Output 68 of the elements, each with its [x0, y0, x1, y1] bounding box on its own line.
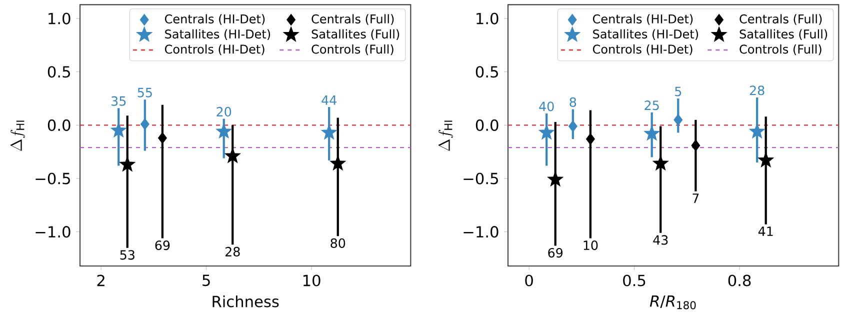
point — [140, 118, 150, 130]
y-tick-label: −1.0 — [36, 226, 70, 238]
point — [758, 152, 774, 168]
annotation: 8 — [570, 97, 576, 107]
annotation: 40 — [539, 102, 554, 112]
annotation: 43 — [653, 235, 668, 245]
annotation: 28 — [750, 86, 764, 96]
point — [586, 133, 595, 145]
annotation: 41 — [758, 226, 773, 236]
annotation: 20 — [216, 106, 232, 117]
y-tick-label: 1.0 — [476, 12, 498, 24]
x-tick-label: 0.8 — [728, 274, 751, 286]
legend-label: Satallites (Full) — [740, 29, 828, 40]
y-tick-label: 1.0 — [48, 12, 70, 24]
legend-label: Centrals (Full) — [312, 14, 394, 25]
legend-label: Controls (HI-Det) — [592, 44, 692, 56]
x-axis-title: Richness — [212, 295, 279, 308]
legend-label: Controls (Full) — [740, 44, 822, 56]
annotation: 10 — [584, 240, 598, 250]
point — [321, 124, 337, 140]
y-tick-label: −0.5 — [464, 172, 498, 184]
annotation: 69 — [548, 248, 563, 258]
y-tick-label: 0.0 — [476, 119, 498, 131]
point — [538, 124, 554, 140]
y-axis-title: $\Delta f_{\mathrm{HI}}$ — [10, 120, 26, 151]
annotation: 44 — [322, 96, 336, 105]
point — [691, 140, 700, 152]
legend-label: Controls (Full) — [312, 44, 394, 56]
point — [568, 120, 578, 132]
annotation: 80 — [330, 238, 346, 248]
point — [158, 132, 167, 144]
legend-label: Satallites (HI-Det) — [165, 29, 270, 40]
point — [749, 123, 765, 138]
annotation: 35 — [112, 96, 126, 106]
legend-label: Centrals (HI-Det) — [592, 14, 693, 25]
x-tick-label: 5 — [202, 274, 210, 286]
annotation: 28 — [225, 246, 240, 257]
x-axis-title: R/R$_{180}$ — [650, 295, 696, 310]
point — [330, 155, 346, 170]
y-tick-label: 0.5 — [476, 66, 498, 78]
point — [644, 125, 660, 140]
y-tick-label: 0.0 — [48, 119, 70, 131]
annotation: 55 — [138, 88, 152, 98]
legend-label: Controls (HI-Det) — [164, 44, 264, 56]
y-axis-title: $\Delta f_{\mathrm{HI}}$ — [438, 120, 454, 151]
annotation: 25 — [644, 100, 659, 110]
legend-label: Satallites (HI-Det) — [593, 29, 698, 40]
annotation: 7 — [692, 194, 699, 203]
annotation: 5 — [675, 86, 682, 96]
annotation: 53 — [120, 250, 134, 260]
point — [547, 171, 564, 186]
y-tick-label: 0.5 — [48, 66, 70, 78]
x-tick-label: 0.5 — [623, 274, 646, 286]
legend-label: Centrals (HI-Det) — [164, 14, 265, 25]
point — [110, 122, 126, 138]
legend-label: Satallites (Full) — [312, 29, 400, 40]
legend-label: Centrals (Full) — [740, 14, 822, 25]
x-tick-label: 10 — [303, 274, 320, 286]
point — [674, 114, 683, 126]
point — [119, 156, 136, 172]
x-tick-label: 0 — [525, 274, 533, 286]
point — [216, 123, 232, 138]
y-tick-label: −1.0 — [464, 226, 498, 238]
x-tick-label: 2 — [97, 274, 104, 286]
annotation: 69 — [155, 240, 170, 250]
point — [224, 148, 240, 163]
y-tick-label: −0.5 — [36, 172, 70, 184]
point — [652, 155, 668, 170]
